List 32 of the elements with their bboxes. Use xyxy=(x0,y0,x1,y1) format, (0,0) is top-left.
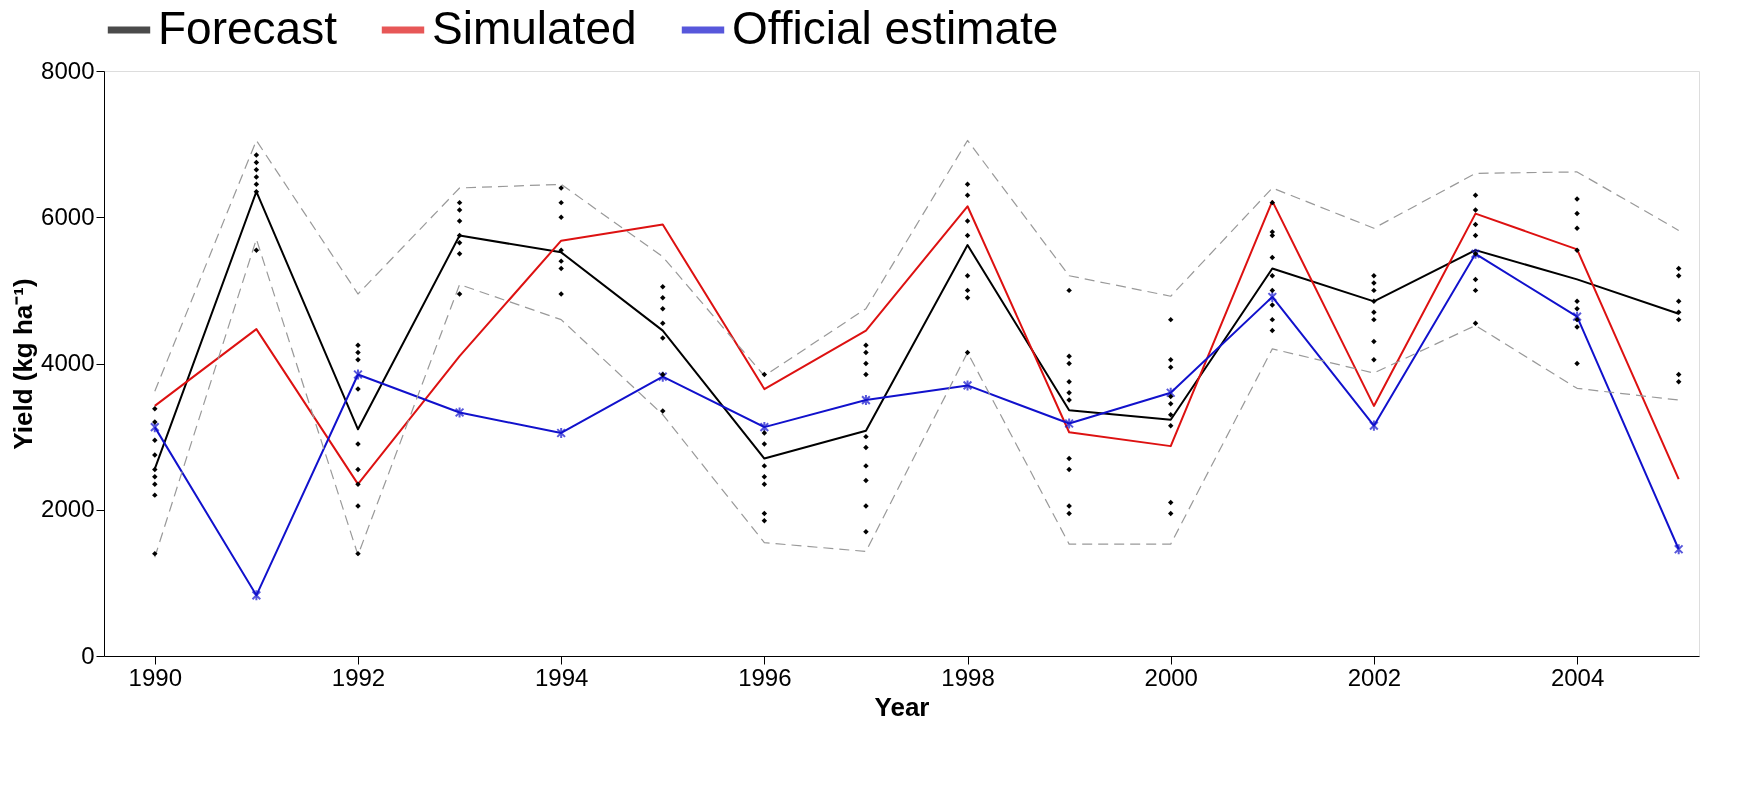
point xyxy=(353,368,363,381)
legend-label: Simulated xyxy=(432,2,637,54)
x-axis-title: Year xyxy=(874,691,930,722)
y-axis-title: Yield (kg ha⁻¹) xyxy=(8,278,39,450)
x-tick-label: 1992 xyxy=(331,663,386,691)
point xyxy=(251,589,262,602)
y-tick-label: 4000 xyxy=(41,349,95,376)
point xyxy=(1165,386,1176,399)
point xyxy=(454,406,465,419)
x-tick-label: 2000 xyxy=(1144,663,1198,691)
point xyxy=(149,421,160,434)
point xyxy=(1572,310,1582,323)
x-tick-label: 1994 xyxy=(534,663,589,691)
legend-label: Forecast xyxy=(158,2,338,54)
x-tick-label: 1990 xyxy=(128,663,182,691)
y-tick-label: 8000 xyxy=(41,56,95,84)
x-tick-label: 2002 xyxy=(1347,663,1402,691)
x-tick-label: 1998 xyxy=(941,663,995,691)
point xyxy=(962,379,973,392)
x-tick-label: 2004 xyxy=(1550,663,1605,691)
line-series xyxy=(154,238,1680,558)
line-series xyxy=(154,139,1680,392)
y-tick-label: 0 xyxy=(81,641,95,669)
point xyxy=(1369,419,1379,432)
y-tick-label: 2000 xyxy=(41,495,95,523)
point xyxy=(1673,543,1684,556)
point xyxy=(1064,417,1074,430)
point xyxy=(1470,247,1481,260)
legend-label: Official estimate xyxy=(732,2,1059,54)
y-tick-label: 6000 xyxy=(41,202,95,230)
x-tick-label: 1996 xyxy=(738,663,792,691)
point xyxy=(657,370,668,383)
